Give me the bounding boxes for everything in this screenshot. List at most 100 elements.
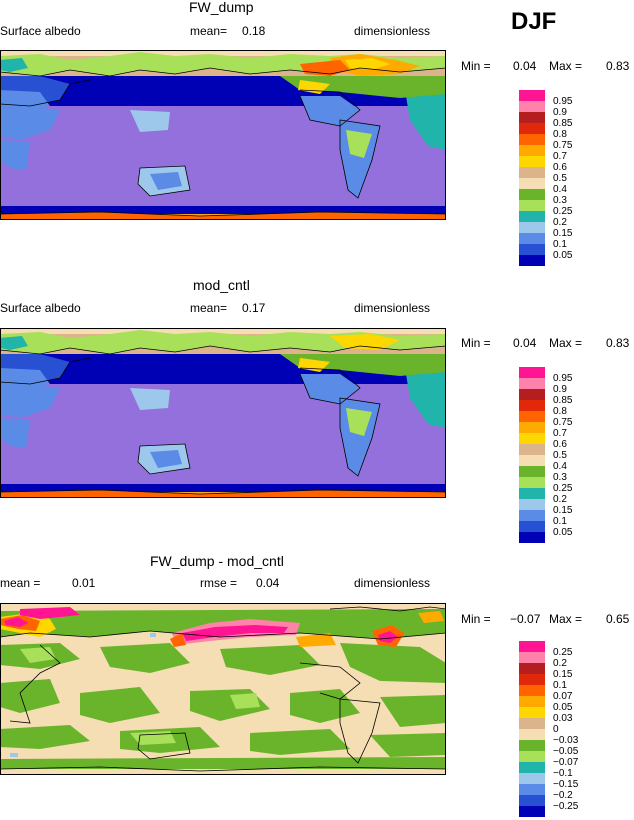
legend-swatch: [519, 784, 545, 795]
legend-swatch: [519, 707, 545, 718]
legend-level-label: 0.4: [553, 460, 567, 472]
legend-level-label: 0.85: [553, 117, 573, 129]
legend-swatch: [519, 532, 545, 543]
panel1-map: [0, 50, 446, 220]
panel3-min-value: −0.07: [510, 612, 541, 626]
panel1-units: dimensionless: [354, 24, 431, 38]
legend-level-label: 0.6: [553, 161, 567, 173]
panel1-mean-value: 0.18: [242, 24, 266, 38]
legend-level-label: 0.15: [553, 668, 573, 680]
legend-level-label: 0.8: [553, 405, 567, 417]
legend-level-label: 0.7: [553, 150, 567, 162]
legend-level-label: 0.6: [553, 438, 567, 450]
panel3-map: [0, 603, 446, 775]
legend-swatch: [519, 90, 545, 101]
panel1-title: FW_dump: [189, 0, 254, 15]
panel2-map: [0, 328, 446, 498]
season-label: DJF: [511, 8, 557, 35]
legend-swatch: [519, 488, 545, 499]
legend-swatch: [519, 521, 545, 532]
legend-swatch: [519, 477, 545, 488]
panel3-title: FW_dump - mod_cntl: [150, 553, 284, 569]
legend-level-label: 0.2: [553, 493, 567, 505]
legend-swatch: [519, 466, 545, 477]
panel3-rmse-value: 0.04: [256, 576, 280, 590]
panel2-legend: 0.95 0.9 0.85 0.8 0.75 0.7 0.6 0.5 0.4 0.3 0.25 0.2…: [519, 367, 572, 543]
panel3-mean-label: mean =: [0, 576, 41, 590]
legend-level-label: 0.5: [553, 172, 567, 184]
legend-level-label: −0.15: [553, 778, 579, 790]
legend-level-label: 0.1: [553, 238, 567, 250]
panel2-mean-label: mean=: [190, 301, 228, 315]
panel1-variable: Surface albedo: [0, 24, 81, 38]
legend-level-label: 0.03: [553, 712, 573, 724]
panel1-min-value: 0.04: [513, 59, 537, 73]
legend-swatch: [519, 674, 545, 685]
panel3-units: dimensionless: [354, 576, 431, 590]
panel2-title: mod_cntl: [193, 277, 250, 293]
legend-swatch: [519, 510, 545, 521]
legend-level-label: 0.3: [553, 471, 567, 483]
panel1-min-label: Min =: [461, 59, 491, 73]
legend-level-label: 0.75: [553, 416, 573, 428]
legend-swatch: [519, 255, 545, 266]
legend-level-label: 0.25: [553, 205, 573, 217]
legend-swatch: [519, 222, 545, 233]
legend-level-label: 0.5: [553, 449, 567, 461]
legend-swatch: [519, 156, 545, 167]
legend-swatch: [519, 400, 545, 411]
legend-swatch: [519, 773, 545, 784]
legend-level-label: −0.25: [553, 800, 579, 812]
legend-swatch: [519, 378, 545, 389]
legend-level-label: 0.05: [553, 249, 573, 261]
legend-swatch: [519, 134, 545, 145]
legend-swatch: [519, 233, 545, 244]
legend-swatch: [519, 663, 545, 674]
legend-swatch: [519, 422, 545, 433]
legend-swatch: [519, 211, 545, 222]
legend-swatch: [519, 167, 545, 178]
legend-swatch: [519, 411, 545, 422]
legend-swatch: [519, 145, 545, 156]
legend-level-label: −0.2: [553, 789, 573, 801]
panel1-mean-label: mean=: [190, 24, 228, 38]
panel1-max-label: Max =: [549, 59, 583, 73]
legend-swatch: [519, 433, 545, 444]
legend-swatch: [519, 740, 545, 751]
legend-level-label: 0.3: [553, 194, 567, 206]
panel2-variable: Surface albedo: [0, 301, 81, 315]
panel2-max-value: 0.83: [606, 336, 630, 350]
legend-level-label: 0.1: [553, 679, 567, 691]
legend-level-label: −0.03: [553, 734, 579, 746]
legend-swatch: [519, 685, 545, 696]
legend-swatch: [519, 367, 545, 378]
legend-swatch: [519, 718, 545, 729]
panel3-max-label: Max =: [549, 612, 583, 626]
panel2-mean-value: 0.17: [242, 301, 266, 315]
legend-swatch: [519, 455, 545, 466]
panel1-max-value: 0.83: [606, 59, 630, 73]
legend-swatch: [519, 652, 545, 663]
legend-level-label: 0.2: [553, 657, 567, 669]
legend-swatch: [519, 499, 545, 510]
panel2-min-value: 0.04: [513, 336, 537, 350]
legend-level-label: −0.07: [553, 756, 579, 768]
legend-swatch: [519, 101, 545, 112]
legend-level-label: 0: [553, 723, 559, 735]
legend-swatch: [519, 696, 545, 707]
panel3-map-svg: [0, 603, 446, 775]
legend-swatch: [519, 112, 545, 123]
legend-level-label: 0.7: [553, 427, 567, 439]
legend-level-label: 0.05: [553, 701, 573, 713]
legend-swatch: [519, 751, 545, 762]
panel2-min-label: Min =: [461, 336, 491, 350]
legend-level-label: 0.95: [553, 95, 573, 107]
legend-level-label: −0.05: [553, 745, 579, 757]
legend-level-label: 0.75: [553, 139, 573, 151]
panel2-max-label: Max =: [549, 336, 583, 350]
legend-level-label: 0.9: [553, 383, 567, 395]
panel3-mean-value: 0.01: [72, 576, 96, 590]
legend-level-label: 0.9: [553, 106, 567, 118]
panel3-max-value: 0.65: [606, 612, 630, 626]
legend-level-label: −0.1: [553, 767, 573, 779]
